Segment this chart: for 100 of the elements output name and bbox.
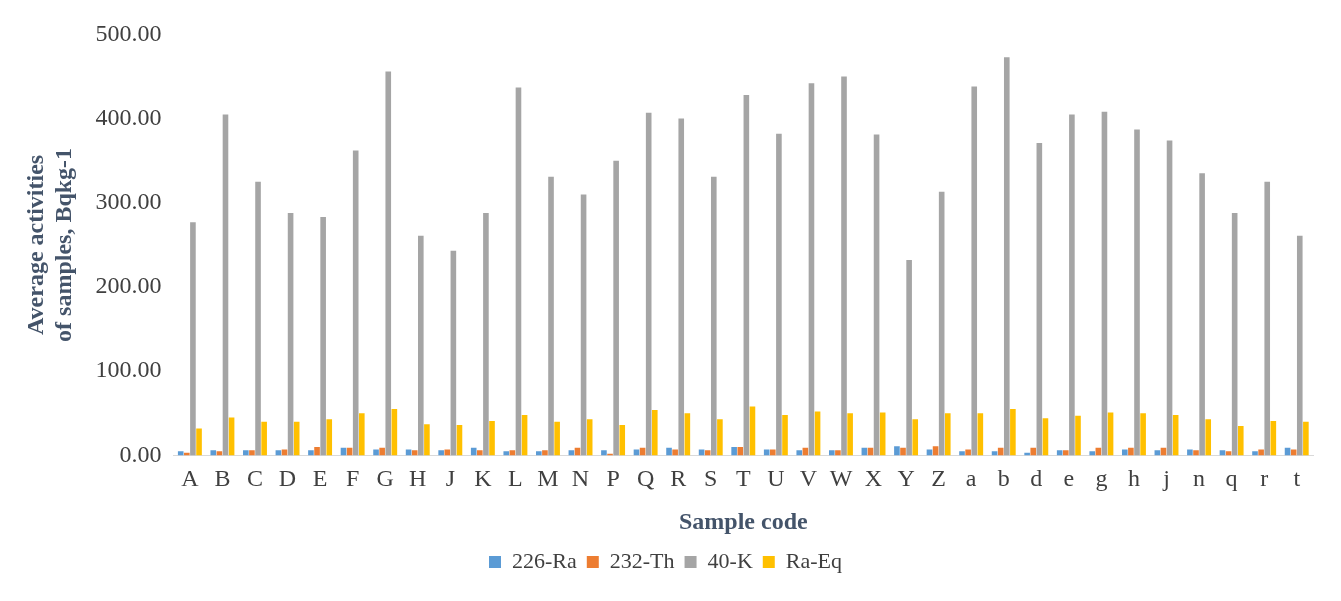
bar [912, 419, 919, 456]
bar [261, 421, 267, 456]
bar [1252, 451, 1258, 456]
bar [841, 76, 847, 456]
x-tick-label: K [474, 465, 493, 492]
bar [373, 449, 379, 456]
bar [601, 450, 607, 456]
bar [1199, 173, 1205, 456]
bar [411, 450, 418, 456]
bar [1003, 57, 1010, 456]
x-tick-label: E [312, 465, 328, 492]
bar [900, 447, 906, 456]
bar [1193, 450, 1199, 456]
bar [613, 160, 619, 456]
bar [210, 450, 217, 456]
bar [731, 446, 737, 456]
bar [483, 212, 489, 456]
bar [1205, 419, 1212, 456]
bar [503, 451, 510, 456]
bar [1030, 447, 1037, 456]
bar [243, 450, 249, 456]
bar [829, 450, 835, 456]
bar [314, 446, 320, 456]
bar [1296, 235, 1303, 456]
bar [678, 118, 685, 456]
bar [944, 413, 951, 456]
bar [1258, 449, 1264, 456]
x-axis-title: Sample code [678, 507, 808, 534]
bar [359, 413, 365, 456]
x-tick-label: U [767, 465, 785, 492]
bar [835, 450, 841, 456]
x-tick-label: j [1162, 465, 1170, 492]
bar [255, 181, 261, 456]
bar [717, 419, 723, 456]
bar [1187, 449, 1193, 456]
x-tick-label: e [1063, 465, 1075, 492]
x-tick-label: C [246, 465, 263, 492]
x-tick-label: r [1260, 465, 1269, 492]
bar [796, 450, 803, 456]
y-tick-label: 100.00 [95, 356, 162, 383]
bar [477, 450, 483, 456]
bar [470, 447, 477, 456]
bar [1140, 413, 1146, 456]
bar [418, 235, 424, 456]
x-tick-label: Y [897, 465, 915, 492]
x-tick-label: g [1095, 465, 1108, 492]
bar [1075, 415, 1081, 456]
bar [619, 425, 626, 456]
x-tick-label: X [864, 465, 883, 492]
bar [308, 450, 314, 456]
bar [196, 428, 202, 456]
y-tick-label: 0.00 [119, 440, 162, 467]
x-tick-label: B [214, 465, 231, 492]
bar [651, 409, 658, 456]
bar [177, 451, 184, 456]
bar [438, 450, 444, 456]
bar [379, 447, 385, 456]
x-tick-label: N [571, 465, 590, 492]
bar [444, 449, 451, 456]
y-axis-title: Average activities of samples, Bqkg-1 [21, 147, 77, 342]
bar [847, 413, 853, 456]
bar [548, 176, 554, 456]
x-tick-label: P [606, 465, 620, 492]
bar [424, 424, 430, 456]
bar [710, 176, 717, 456]
x-tick-label: G [376, 465, 394, 492]
x-tick-label: q [1225, 465, 1238, 492]
bar [536, 451, 542, 456]
bar [782, 414, 788, 456]
x-tick-label: n [1193, 465, 1206, 492]
bar [894, 446, 900, 456]
bar [1303, 421, 1309, 456]
bar [352, 150, 359, 456]
bar [776, 133, 782, 456]
x-tick-label: M [537, 465, 559, 492]
bar [737, 446, 744, 456]
x-tick-label: H [409, 465, 427, 492]
bar [666, 447, 672, 456]
x-tick-label: a [965, 465, 977, 492]
bar [293, 421, 300, 456]
bar [1264, 181, 1271, 456]
bar [1069, 114, 1075, 456]
bar [906, 260, 912, 456]
legend-label: 40-K [707, 547, 753, 573]
x-tick-label: Q [636, 465, 655, 492]
x-tick-label: b [997, 465, 1010, 492]
bar [965, 449, 971, 456]
x-tick-label: V [799, 465, 818, 492]
bar [1089, 451, 1096, 456]
x-tick-label: A [181, 465, 200, 492]
x-tick-label: h [1127, 465, 1140, 492]
x-tick-label: S [704, 465, 718, 492]
bar [1128, 447, 1134, 456]
y-tick-label: 300.00 [95, 188, 162, 215]
x-tick-label: Z [931, 465, 946, 492]
x-tick-label: L [508, 465, 523, 492]
x-tick-label: d [1030, 465, 1043, 492]
bar [672, 449, 678, 456]
x-tick-label: R [670, 465, 687, 492]
bar [971, 86, 978, 456]
